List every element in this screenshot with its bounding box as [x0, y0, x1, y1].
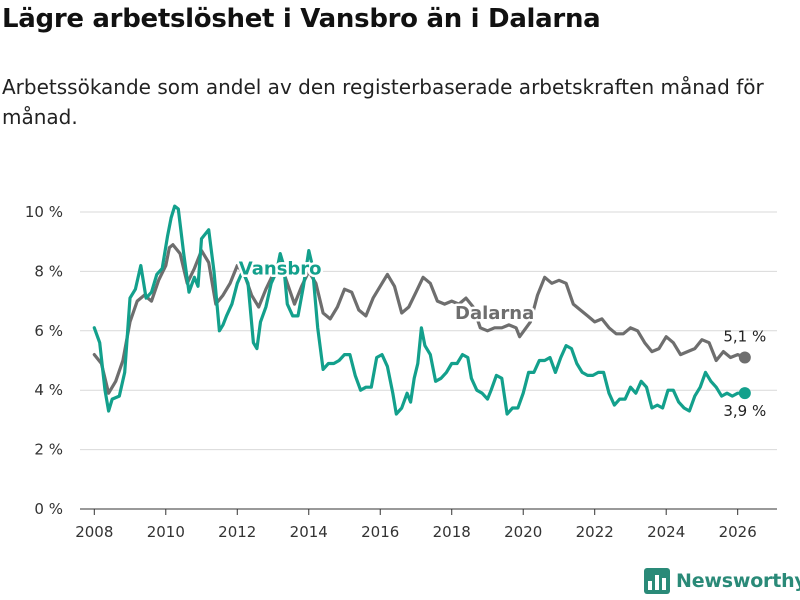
series-line-vansbro: [92, 204, 747, 416]
x-tick-label: 2008: [75, 523, 113, 541]
y-axis-ticks: 0 % 2 % 4 % 6 % 8 % 10 %: [25, 203, 63, 518]
series-end-label-vansbro: 3,9 %: [723, 402, 766, 420]
y-tick-label: 2 %: [34, 441, 63, 459]
series-lines: [92, 204, 751, 416]
x-tick-label: 2010: [147, 523, 185, 541]
series-end-label-dalarna: 5,1 %: [723, 328, 766, 346]
y-tick-label: 8 %: [34, 262, 63, 280]
series-line-dalarna: [92, 243, 747, 395]
x-tick-label: 2016: [361, 523, 399, 541]
brand-name: Newsworthy: [676, 570, 800, 592]
x-tick-label: 2024: [647, 523, 685, 541]
x-tick-label: 2022: [576, 523, 614, 541]
x-tick-label: 2014: [290, 523, 328, 541]
y-tick-label: 10 %: [25, 203, 63, 221]
series-name-label-vansbro: Vansbro: [239, 258, 322, 279]
series-end-marker-dalarna: [738, 351, 751, 364]
x-tick-label: 2020: [504, 523, 542, 541]
y-tick-label: 0 %: [34, 500, 63, 518]
page-title: Lägre arbetslöshet i Vansbro än i Dalarn…: [2, 4, 601, 34]
x-tick-label: 2018: [433, 523, 471, 541]
x-tick-label: 2026: [719, 523, 757, 541]
series-labels: Vansbro Dalarna 5,1 % 3,9 %: [236, 256, 766, 420]
newsworthy-logo[interactable]: Newsworthy: [644, 568, 800, 594]
y-tick-label: 4 %: [34, 381, 63, 399]
x-axis: 2008 2010 2012 2014 2016 2018 2020 2022 2024 2026: [75, 508, 777, 541]
series-name-label-dalarna: Dalarna: [455, 303, 534, 324]
page-subtitle: Arbetssökande som andel av den registerb…: [2, 75, 764, 129]
series-end-marker-vansbro: [738, 387, 751, 400]
y-gridlines: [80, 211, 777, 451]
y-tick-label: 6 %: [34, 322, 63, 340]
bar-chart-logo-icon: [644, 568, 670, 594]
x-tick-label: 2012: [218, 523, 256, 541]
